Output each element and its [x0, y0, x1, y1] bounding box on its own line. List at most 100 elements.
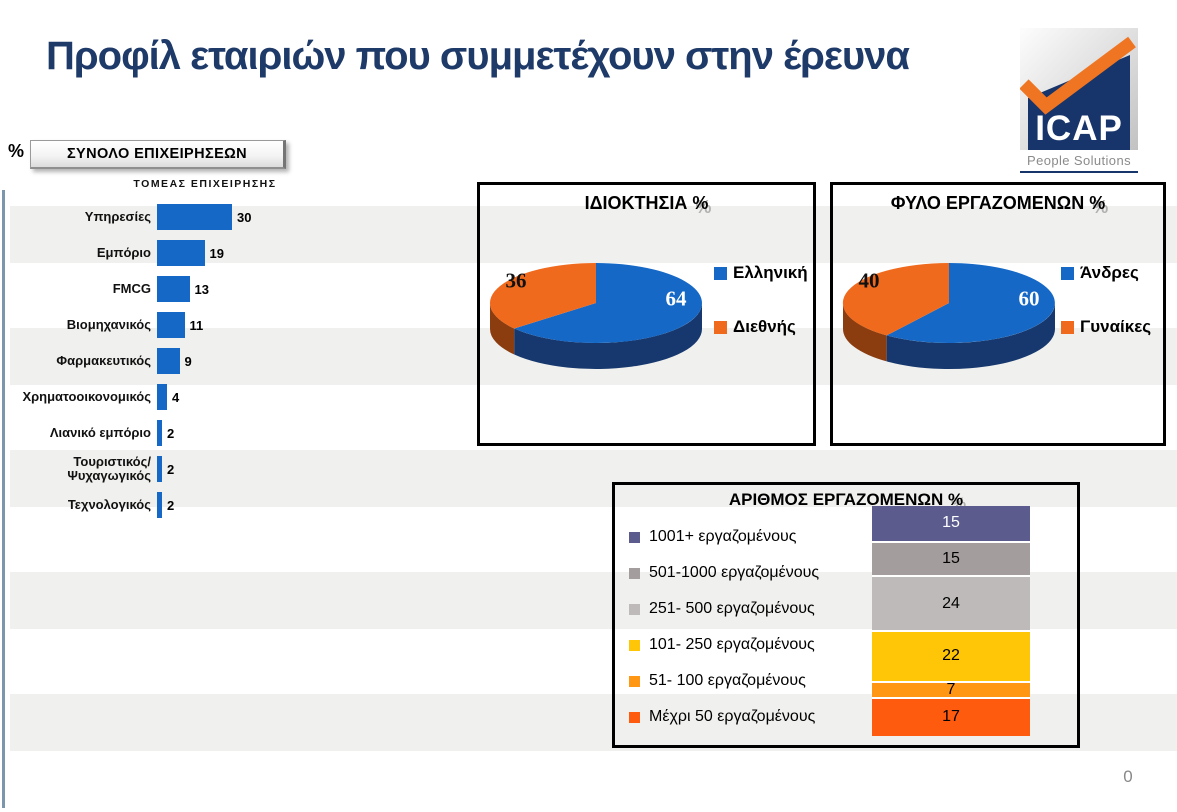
legend-label: Γυναίκες: [1080, 317, 1152, 336]
stacked-segment: 24: [872, 575, 1030, 631]
pie-value-label: 40: [858, 268, 880, 293]
ownership-pie: 64 36: [484, 251, 716, 385]
ownership-chart-box: ΙΔΙΟΚΤΗΣΙΑ % 64 36 Ελληνική Διεθνής: [477, 182, 816, 446]
sector-bar-value: 2: [167, 425, 175, 441]
sector-bar: [157, 420, 162, 446]
sector-bar: [157, 204, 232, 230]
legend-swatch: [714, 266, 727, 280]
pie-side-second: [490, 303, 515, 355]
sector-bar-value: 2: [167, 497, 175, 513]
stacked-segment: 17: [872, 696, 1030, 736]
legend-item: Μέχρι 50 εργαζομένους: [629, 699, 819, 735]
legend-item: Άνδρες: [1061, 263, 1139, 283]
sector-bar: [157, 276, 190, 302]
sector-bar-value: 9: [184, 353, 192, 369]
pie-side-first: [886, 303, 1055, 370]
pie-side-first: [514, 303, 702, 370]
sector-bar-label: Τουριστικός/ Ψυχαγωγικός: [67, 454, 151, 483]
pie-slice-first: [886, 263, 1055, 343]
legend-item: Ελληνική: [714, 263, 808, 283]
sector-bar: [157, 312, 185, 338]
legend-swatch: [1061, 320, 1074, 334]
logo-underline: [1020, 171, 1138, 173]
sector-bar-value: 2: [167, 461, 175, 477]
sector-bar-value: 19: [209, 245, 224, 261]
icap-logo: ICAP People Solutions: [1020, 28, 1138, 173]
employees-legend: 1001+ εργαζομένους 501-1000 εργαζομένους 2…: [629, 519, 819, 735]
ownership-chart-title: ΙΔΙΟΚΤΗΣΙΑ %: [584, 193, 709, 213]
pie-slice-first: [514, 263, 702, 343]
legend-label: Μέχρι 50 εργαζομένους: [649, 708, 816, 725]
stacked-segment: 7: [872, 680, 1030, 698]
icap-logo-icon: ICAP: [1020, 28, 1138, 150]
sector-bar-row: Τεχνολογικός 2: [0, 487, 330, 523]
pie-value-label: 64: [665, 286, 687, 311]
legend-label: Ελληνική: [733, 263, 808, 282]
sector-bar-row: FMCG 13: [0, 271, 330, 307]
legend-swatch: [629, 531, 640, 543]
sector-bar: [157, 456, 162, 482]
percent-axis-label: %: [8, 141, 25, 161]
legend-item: Διεθνής: [714, 317, 796, 337]
pie-chart-3d: [842, 262, 1055, 370]
sector-bar-row: Τουριστικός/ Ψυχαγωγικός 2: [0, 451, 330, 487]
percent-sign: %: [692, 193, 709, 213]
legend-swatch: [629, 603, 640, 615]
left-rule: [2, 190, 5, 808]
legend-swatch: [629, 711, 640, 723]
pie-slice-second: [842, 262, 949, 336]
sector-bar-value: 30: [237, 209, 252, 225]
pie-slice-second: [489, 263, 596, 329]
legend-swatch: [629, 675, 640, 687]
gender-pie: 60 40: [837, 251, 1069, 385]
employees-stacked-bar: 15 15 24 22 7 17: [872, 506, 1030, 736]
sector-bar: [157, 492, 162, 518]
legend-swatch: [629, 567, 640, 579]
legend-label: 101- 250 εργαζομένους: [649, 636, 815, 653]
legend-item: 51- 100 εργαζομένους: [629, 663, 819, 699]
sector-bar-row: Χρηματοοικονομικός 4: [0, 379, 330, 415]
employees-chart-title: ΑΡΙΘΜΟΣ ΕΡΓΑΖΟΜΕΝΩΝ %: [728, 490, 964, 509]
stacked-segment: 22: [872, 630, 1030, 681]
sector-bar-label: Λιανικό εμπόριο: [49, 425, 151, 440]
legend-label: Άνδρες: [1080, 263, 1139, 282]
legend-swatch: [714, 320, 727, 334]
sector-bar-value: 4: [172, 389, 180, 405]
legend-label: 51- 100 εργαζομένους: [649, 672, 806, 689]
sector-bar-label: Εμπόριο: [96, 245, 151, 260]
legend-item: 251- 500 εργαζομένους: [629, 591, 819, 627]
pie-side-second: [842, 303, 887, 362]
gender-chart-box: ΦΥΛΟ ΕΡΓΑΖΟΜΕΝΩΝ % 60 40 Άνδρες Γυναίκες: [830, 182, 1166, 446]
page-title: Προφίλ εταιριών που συμμετέχουν στην έρε…: [46, 34, 910, 78]
employees-chart-box: ΑΡΙΘΜΟΣ ΕΡΓΑΖΟΜΕΝΩΝ % 1001+ εργαζομένους…: [612, 482, 1080, 748]
sector-bar-label: Βιομηχανικός: [66, 317, 151, 332]
sector-chart: Υπηρεσίες 30 Εμπόριο 19 FMCG 13 Βιομηχανικός 11…: [0, 199, 330, 523]
legend-swatch: [1061, 266, 1074, 280]
sector-bar-value: 13: [194, 281, 209, 297]
sector-bar-label: Χρηματοοικονομικός: [22, 389, 151, 404]
legend-swatch: [629, 639, 640, 651]
logo-text: ICAP: [1035, 109, 1123, 148]
sector-bar-row: Υπηρεσίες 30: [0, 199, 330, 235]
sector-chart-title: ΤΟΜΕΑΣ ΕΠΙΧΕΙΡΗΣΗΣ: [133, 178, 277, 190]
sector-bar-row: Εμπόριο 19: [0, 235, 330, 271]
sector-bar-row: Βιομηχανικός 11: [0, 307, 330, 343]
sector-bar-label: FMCG: [112, 281, 151, 296]
sector-bar-row: Φαρμακευτικός 9: [0, 343, 330, 379]
legend-item: Γυναίκες: [1061, 317, 1151, 337]
stacked-segment: 15: [872, 506, 1030, 541]
legend-item: 501-1000 εργαζομένους: [629, 555, 819, 591]
gender-chart-title: ΦΥΛΟ ΕΡΓΑΖΟΜΕΝΩΝ %: [890, 193, 1106, 213]
legend-label: 1001+ εργαζομένους: [649, 528, 797, 545]
pie-value-label: 60: [1018, 286, 1040, 311]
total-companies-button[interactable]: ΣΥΝΟΛΟ ΕΠΙΧΕΙΡΗΣΕΩΝ: [30, 140, 286, 169]
stacked-segment: 15: [872, 540, 1030, 575]
sector-bar-value: 11: [189, 317, 204, 333]
sector-bar-label: Υπηρεσίες: [84, 209, 151, 224]
sector-bar-label: Τεχνολογικός: [67, 497, 151, 512]
sector-bar: [157, 240, 205, 266]
legend-item: 1001+ εργαζομένους: [629, 519, 819, 555]
percent-sign: %: [948, 490, 964, 509]
percent-sign: %: [1089, 193, 1106, 213]
